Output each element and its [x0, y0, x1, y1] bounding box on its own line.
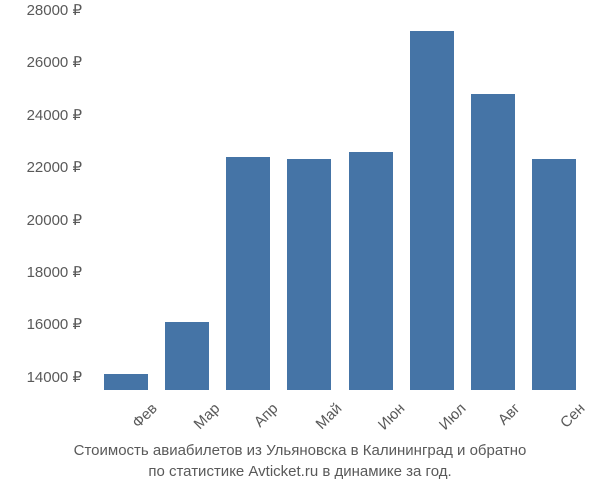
bar — [165, 322, 209, 390]
x-tick-label: Сен — [557, 400, 588, 431]
bar — [349, 152, 393, 390]
bar — [532, 159, 576, 390]
bar — [104, 374, 148, 390]
x-tick-label: Фев — [129, 400, 161, 432]
chart-area — [95, 10, 585, 390]
caption-line-1: Стоимость авиабилетов из Ульяновска в Ка… — [74, 442, 527, 459]
x-tick-label: Июн — [375, 400, 408, 433]
x-axis: Фев Мар Апр Май Июн Июл Авг Сен — [95, 395, 585, 435]
y-tick-label: 28000 ₽ — [27, 1, 82, 19]
y-tick-label: 14000 ₽ — [27, 368, 82, 386]
y-tick-label: 18000 ₽ — [27, 263, 82, 281]
y-tick-label: 24000 ₽ — [27, 106, 82, 124]
bar — [410, 31, 454, 390]
y-tick-label: 22000 ₽ — [27, 158, 82, 176]
x-tick-label: Май — [313, 400, 346, 433]
y-tick-label: 26000 ₽ — [27, 53, 82, 71]
caption-line-2: по статистике Avticket.ru в динамике за … — [148, 463, 451, 480]
y-tick-label: 20000 ₽ — [27, 211, 82, 229]
x-tick-label: Мар — [190, 400, 223, 433]
bar — [287, 159, 331, 390]
chart-caption: Стоимость авиабилетов из Ульяновска в Ка… — [0, 440, 600, 482]
plot-area — [95, 10, 585, 390]
y-tick-label: 16000 ₽ — [27, 315, 82, 333]
bar — [471, 94, 515, 390]
y-axis: 14000 ₽ 16000 ₽ 18000 ₽ 20000 ₽ 22000 ₽ 24000… — [0, 10, 90, 390]
x-tick-label: Апр — [251, 400, 282, 431]
x-tick-label: Авг — [495, 400, 524, 429]
x-tick-label: Июл — [436, 400, 470, 434]
bar — [226, 157, 270, 390]
